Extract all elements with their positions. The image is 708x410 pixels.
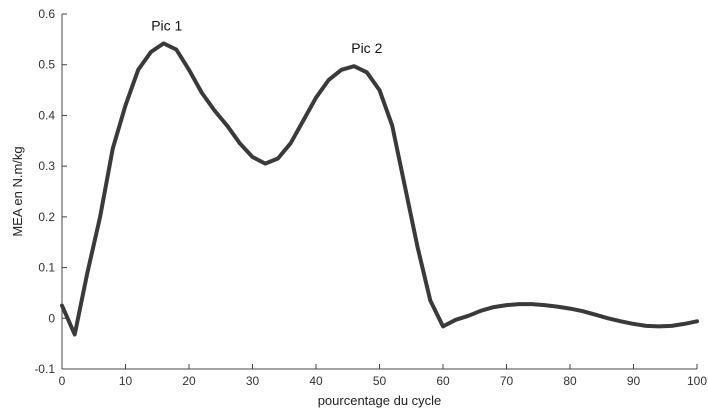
annotation-pic-1: Pic 1 xyxy=(151,17,182,33)
x-axis-label: pourcentage du cycle xyxy=(318,393,442,408)
x-tick-label: 60 xyxy=(436,374,450,388)
annotation-pic-2: Pic 2 xyxy=(351,40,382,56)
x-tick-label: 70 xyxy=(500,374,514,388)
x-ticks: 0 10 20 30 40 50 60 70 80 90 100 xyxy=(59,364,707,388)
x-tick-label: 40 xyxy=(309,374,323,388)
annotations: Pic 1 Pic 2 xyxy=(151,17,382,56)
x-tick-label: 90 xyxy=(627,374,641,388)
x-tick-label: 0 xyxy=(59,374,66,388)
y-tick-label: 0.2 xyxy=(38,210,55,224)
y-tick-label: 0.1 xyxy=(38,261,55,275)
series-group xyxy=(60,41,699,337)
y-tick-label: 0.3 xyxy=(38,159,55,173)
y-ticks: -0.1 0 0.1 0.2 0.3 0.4 0.5 0.6 xyxy=(34,7,67,376)
y-tick-label: 0.6 xyxy=(38,7,55,21)
series-line xyxy=(60,41,699,337)
x-tick-label: 100 xyxy=(687,374,707,388)
y-tick-label: -0.1 xyxy=(34,362,55,376)
x-tick-label: 20 xyxy=(182,374,196,388)
x-tick-label: 10 xyxy=(119,374,133,388)
y-tick-label: 0 xyxy=(48,311,55,325)
x-tick-label: 80 xyxy=(563,374,577,388)
x-tick-label: 30 xyxy=(246,374,260,388)
y-tick-label: 0.5 xyxy=(38,58,55,72)
x-tick-label: 50 xyxy=(373,374,387,388)
y-axis-label: MEA en N.m/kg xyxy=(10,146,25,236)
y-tick-label: 0.4 xyxy=(38,108,55,122)
